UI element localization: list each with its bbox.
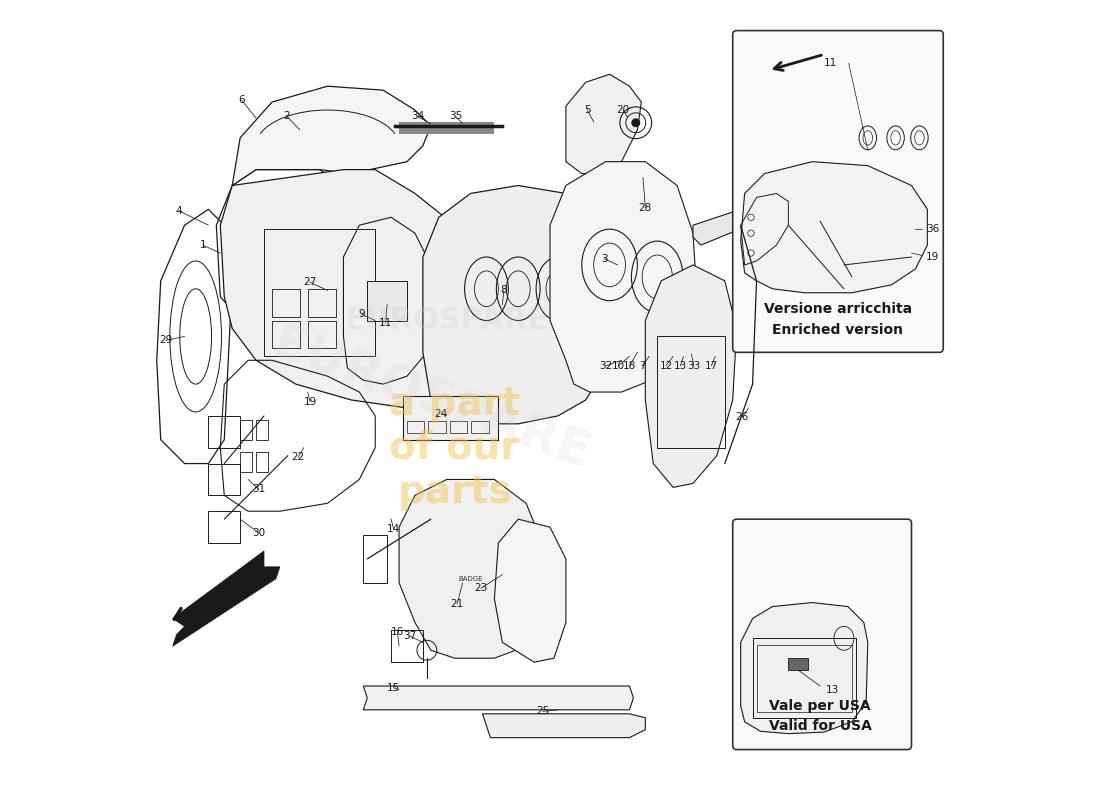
Bar (256, 452, 268, 471)
Bar (392, 630, 422, 662)
Text: 11: 11 (824, 58, 837, 68)
Bar (399, 122, 494, 134)
Bar (264, 229, 375, 356)
Polygon shape (740, 602, 868, 734)
Bar (240, 452, 252, 471)
FancyBboxPatch shape (733, 519, 912, 750)
Text: 23: 23 (474, 583, 487, 594)
Text: 21: 21 (450, 599, 464, 609)
Text: 9: 9 (359, 309, 365, 319)
Bar (256, 420, 268, 440)
Bar (429, 421, 446, 434)
Text: 11: 11 (378, 318, 393, 328)
Polygon shape (740, 162, 927, 293)
Polygon shape (363, 686, 634, 710)
Text: 2: 2 (283, 110, 289, 121)
Text: a part
of our
parts: a part of our parts (389, 385, 520, 510)
Polygon shape (693, 202, 772, 245)
FancyBboxPatch shape (733, 30, 944, 352)
Bar (272, 321, 299, 348)
Text: 26: 26 (736, 413, 749, 422)
Bar (472, 421, 488, 434)
Text: 18: 18 (623, 361, 636, 371)
Bar (208, 511, 240, 543)
Text: Versione arricchita: Versione arricchita (763, 302, 912, 316)
Text: 13: 13 (826, 685, 839, 695)
Text: Enriched version: Enriched version (772, 323, 903, 337)
Polygon shape (565, 74, 641, 174)
Text: 37: 37 (403, 631, 416, 641)
Bar (240, 420, 252, 440)
Text: 5: 5 (584, 105, 591, 115)
Text: 20: 20 (616, 105, 629, 115)
Text: 13: 13 (673, 361, 686, 371)
Bar (450, 421, 468, 434)
Text: 14: 14 (387, 524, 400, 534)
Text: BADGE: BADGE (459, 576, 483, 582)
Bar (658, 337, 725, 448)
Text: 31: 31 (252, 484, 265, 494)
Polygon shape (173, 551, 279, 646)
Bar (789, 658, 808, 670)
Polygon shape (399, 479, 542, 658)
Polygon shape (422, 186, 617, 424)
Text: 28: 28 (639, 202, 652, 213)
Bar (757, 645, 851, 712)
Polygon shape (232, 86, 431, 186)
Polygon shape (494, 519, 565, 662)
Text: 17: 17 (705, 361, 718, 371)
Text: 25: 25 (536, 706, 550, 717)
Text: Vale per USA: Vale per USA (769, 699, 871, 713)
Text: 1: 1 (199, 240, 206, 250)
Bar (752, 638, 856, 718)
Polygon shape (220, 170, 503, 408)
Text: 22: 22 (292, 452, 305, 462)
Text: 33: 33 (688, 361, 701, 371)
Text: 12: 12 (659, 361, 672, 371)
Text: Valid for USA: Valid for USA (769, 718, 871, 733)
Text: EUROSPARE: EUROSPARE (344, 306, 549, 335)
Text: 30: 30 (252, 528, 265, 538)
Polygon shape (646, 265, 737, 487)
Text: 6: 6 (239, 95, 245, 106)
Polygon shape (483, 714, 646, 738)
Text: 15: 15 (387, 682, 400, 693)
Bar (367, 281, 407, 321)
Bar (272, 289, 299, 317)
Bar (208, 463, 240, 495)
Text: 19: 19 (926, 252, 939, 262)
Bar (363, 535, 387, 582)
Text: 3: 3 (601, 254, 607, 263)
Bar (403, 396, 498, 440)
Text: 24: 24 (434, 409, 448, 418)
Bar (407, 421, 425, 434)
Text: 32: 32 (600, 361, 613, 371)
Ellipse shape (631, 118, 640, 126)
Bar (308, 289, 336, 317)
Text: 35: 35 (449, 111, 462, 122)
Bar (208, 416, 240, 448)
Text: 19: 19 (304, 397, 317, 406)
Text: 10: 10 (612, 361, 625, 371)
Text: 8: 8 (500, 286, 507, 295)
Polygon shape (550, 162, 697, 392)
Text: 16: 16 (390, 627, 404, 637)
Text: 4: 4 (176, 206, 183, 216)
Text: 7: 7 (639, 361, 646, 371)
Text: EUROSPARE: EUROSPARE (265, 320, 596, 480)
Text: 29: 29 (158, 335, 172, 346)
Text: 27: 27 (304, 278, 317, 287)
Bar (308, 321, 336, 348)
Text: 34: 34 (410, 111, 424, 122)
Text: 36: 36 (926, 224, 939, 234)
